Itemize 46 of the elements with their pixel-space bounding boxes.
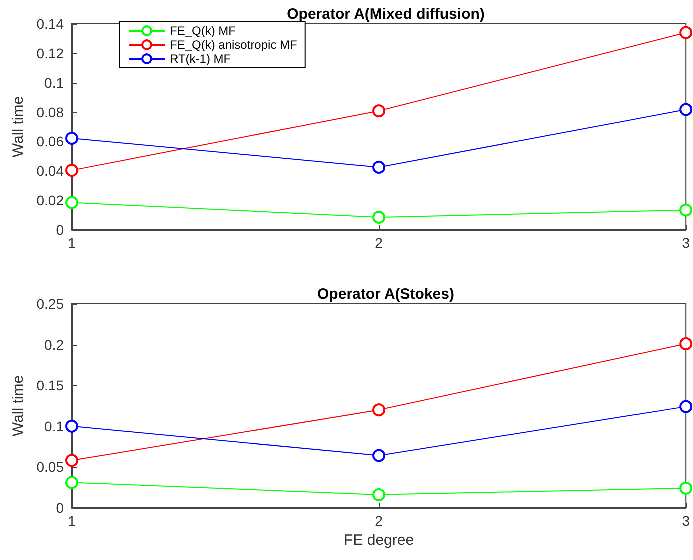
legend-label: RT(k-1) MF: [170, 52, 232, 66]
point: [372, 488, 386, 502]
y-axis-title: Wall time: [10, 375, 27, 437]
point: [372, 404, 386, 417]
y-tick-label: 0.1: [44, 418, 64, 434]
point: [66, 164, 78, 178]
point: [372, 210, 386, 224]
x-tick-label: 1: [68, 513, 76, 529]
point: [66, 132, 78, 145]
y-tick-label: 0.04: [36, 163, 64, 180]
point: [680, 337, 693, 350]
x-axis-title: FE degree: [344, 532, 414, 549]
y-tick-label: 0.25: [36, 296, 64, 312]
x-tick-label: 3: [682, 235, 690, 251]
point: [680, 26, 693, 40]
y-tick-label: 0.1: [44, 74, 64, 91]
y-tick-label: 0.05: [36, 459, 64, 476]
legend-label: FE_Q(k) MF: [170, 24, 236, 38]
point: [372, 160, 386, 174]
chart-title: Operator A(Mixed diffusion): [287, 6, 485, 23]
point: [66, 420, 78, 433]
point: [372, 449, 386, 462]
y-tick-label: 0.08: [36, 104, 64, 120]
x-tick-label: 2: [375, 235, 384, 251]
y-tick-label: 0.12: [36, 45, 64, 62]
chart-title: Operator A(Stokes): [318, 286, 454, 303]
y-tick-label: 0.14: [36, 16, 64, 32]
y-tick-label: 0: [56, 500, 64, 516]
y-tick-label: 0.06: [36, 134, 64, 150]
point: [66, 454, 78, 468]
point: [680, 400, 693, 414]
y-tick-label: 0: [56, 222, 64, 238]
legend-label: FE_Q(k) anisotropic MF: [170, 38, 298, 52]
x-tick-label: 1: [68, 235, 76, 251]
y-tick-label: 0.2: [44, 336, 64, 353]
x-tick-label: 2: [375, 513, 384, 529]
point: [680, 103, 693, 116]
point: [66, 476, 78, 490]
point: [372, 104, 386, 118]
y-axis-title: Wall time: [10, 96, 27, 158]
y-tick-label: 0.15: [36, 378, 64, 394]
point: [66, 196, 78, 210]
y-tick-label: 0.02: [36, 192, 64, 209]
point: [680, 204, 693, 217]
point: [680, 482, 693, 495]
x-tick-label: 3: [682, 513, 690, 529]
